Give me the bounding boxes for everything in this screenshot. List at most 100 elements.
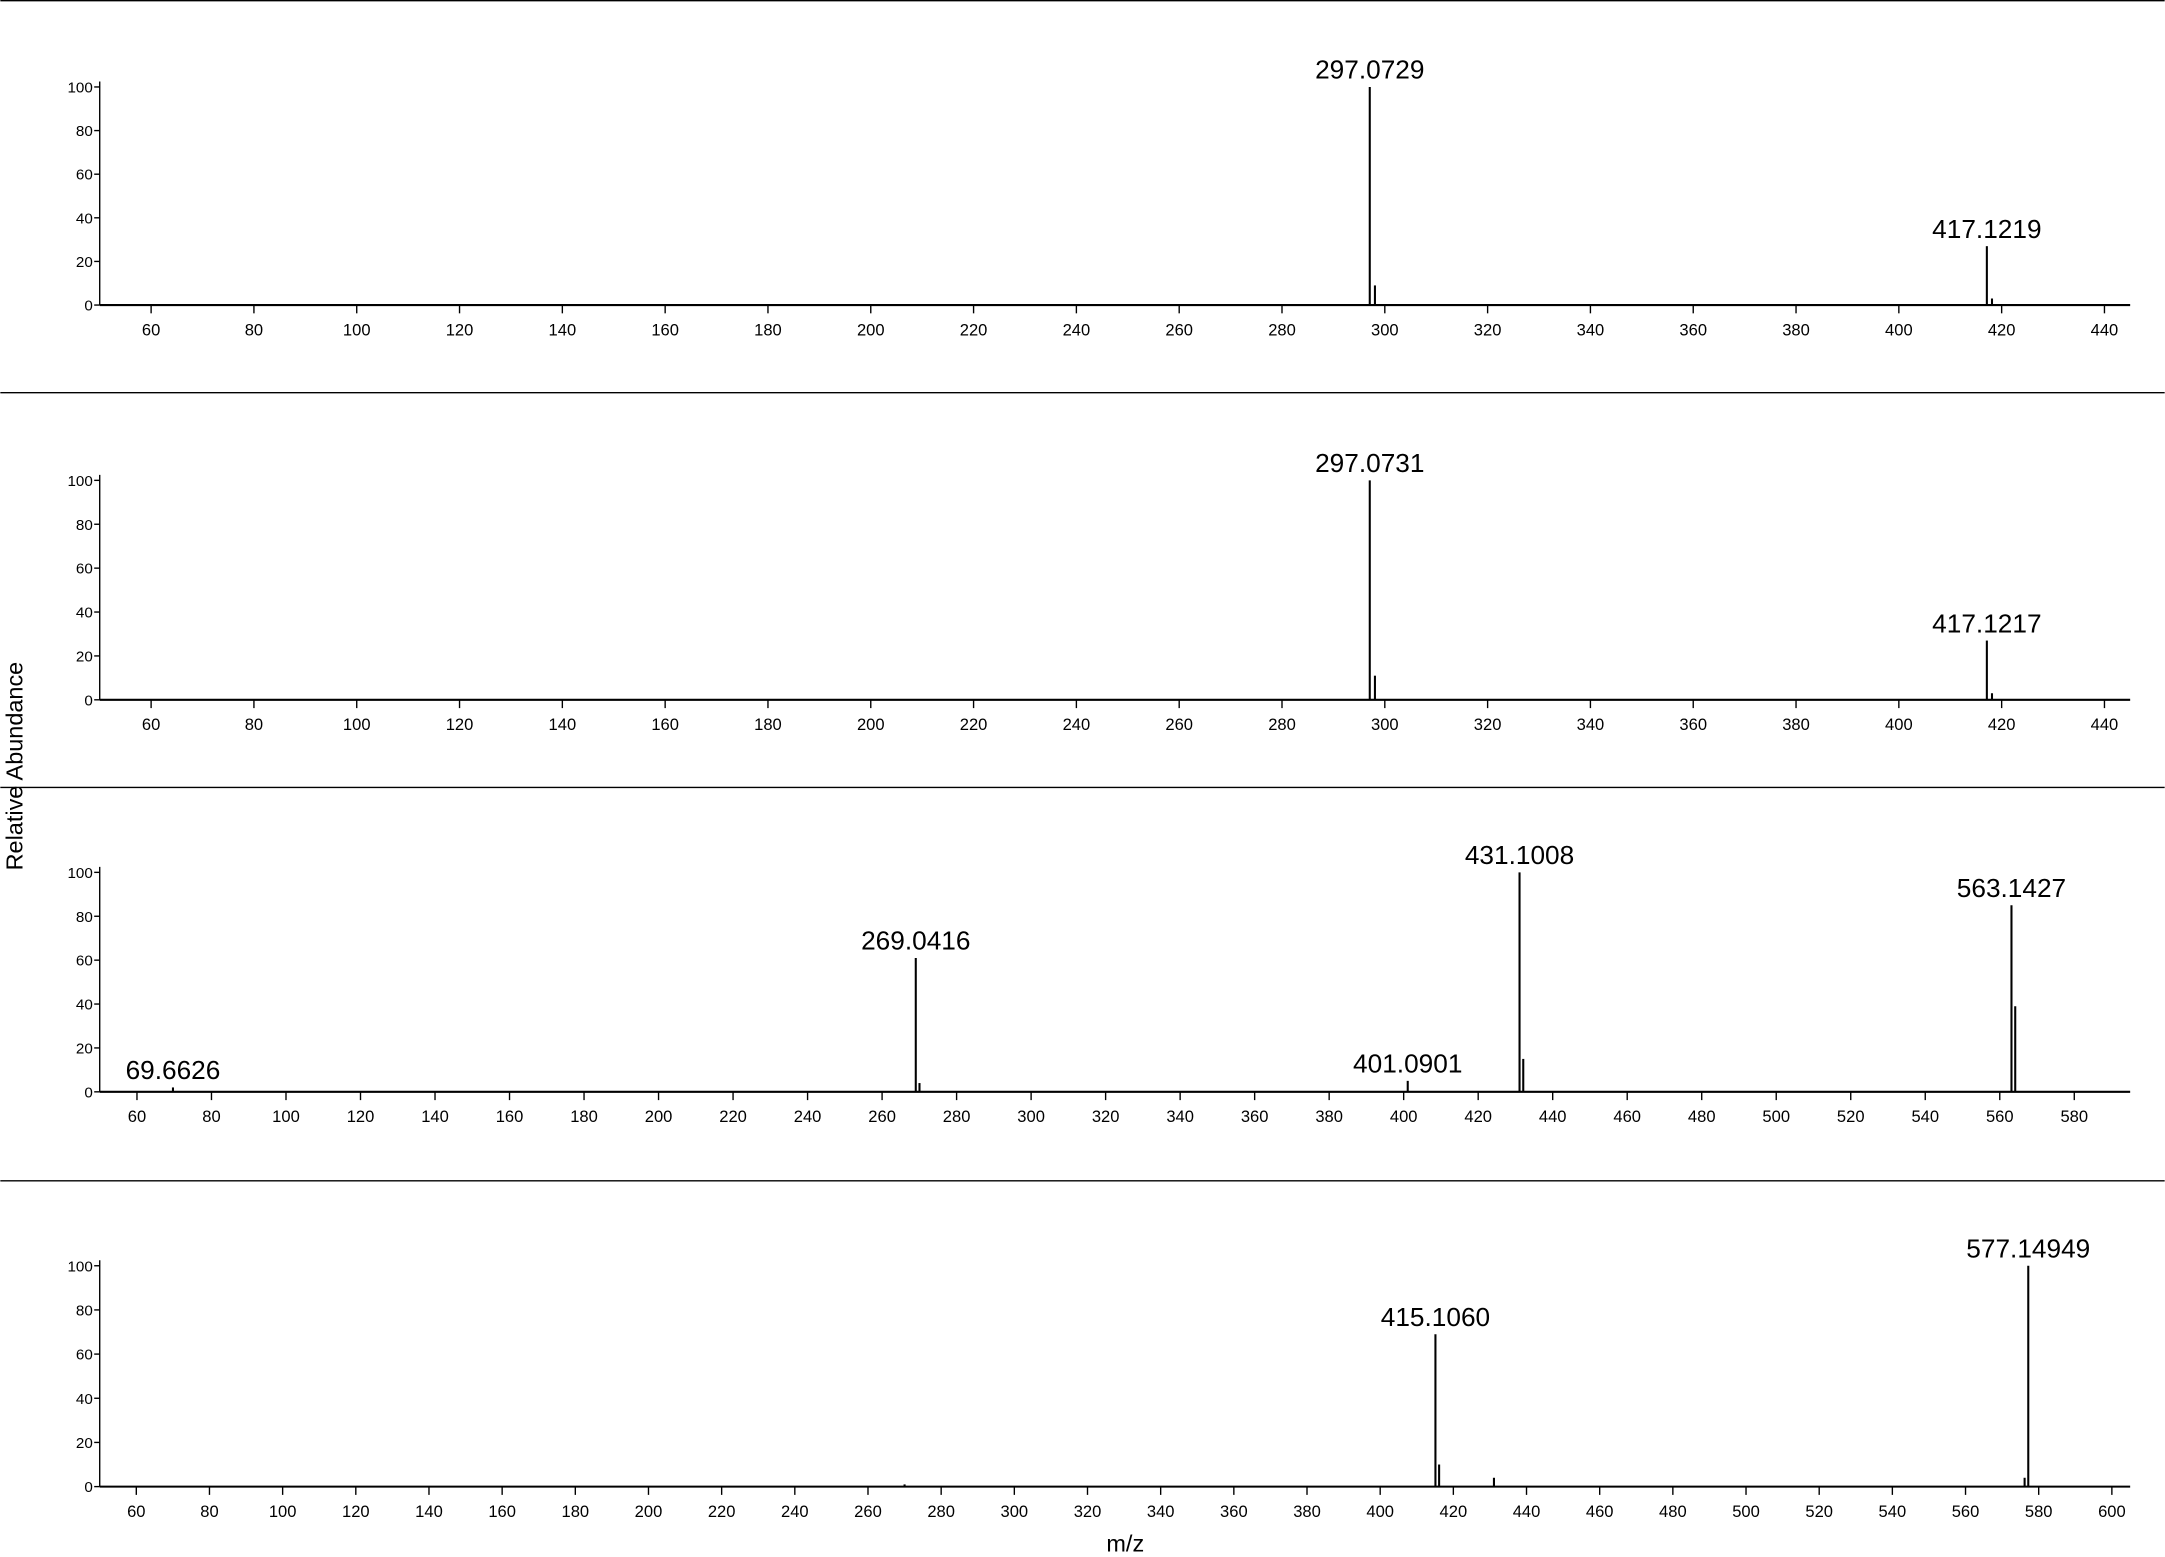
x-tick-label: 400 [1885, 715, 1913, 734]
x-tick-label: 440 [1513, 1502, 1541, 1521]
y-tick-label: 0 [84, 1479, 92, 1496]
x-tick-label: 180 [754, 715, 782, 734]
x-tick-label: 300 [1371, 715, 1399, 734]
x-tick-label: 440 [1539, 1107, 1567, 1126]
x-tick-label: 460 [1613, 1107, 1641, 1126]
x-tick-label: 540 [1911, 1107, 1939, 1126]
x-tick-label: 340 [1166, 1107, 1194, 1126]
y-tick-label: 60 [76, 167, 93, 184]
peak-label: 297.0731 [1315, 448, 1424, 478]
x-tick-label: 220 [708, 1502, 736, 1521]
y-tick-label: 100 [67, 865, 92, 882]
y-tick-label: 40 [76, 997, 93, 1014]
x-tick-label: 320 [1474, 715, 1502, 734]
x-tick-label: 80 [245, 715, 263, 734]
x-tick-label: 200 [645, 1107, 673, 1126]
x-tick-label: 240 [794, 1107, 822, 1126]
x-tick-label: 60 [127, 1502, 145, 1521]
x-tick-label: 160 [651, 715, 679, 734]
x-tick-label: 540 [1879, 1502, 1907, 1521]
y-tick-label: 20 [76, 1435, 93, 1452]
x-tick-label: 260 [868, 1107, 896, 1126]
x-tick-label: 600 [2098, 1502, 2126, 1521]
x-tick-label: 100 [272, 1107, 300, 1126]
peak-label: 69.6626 [126, 1055, 221, 1085]
x-tick-label: 360 [1679, 715, 1707, 734]
peak-label: 417.1217 [1932, 608, 2041, 638]
x-tick-label: 120 [342, 1502, 370, 1521]
y-tick-label: 100 [67, 473, 92, 490]
y-tick-label: 80 [76, 517, 93, 534]
x-tick-label: 320 [1092, 1107, 1120, 1126]
x-tick-label: 560 [1952, 1502, 1980, 1521]
peak-label: 297.0729 [1315, 55, 1424, 85]
x-tick-label: 400 [1390, 1107, 1418, 1126]
x-tick-label: 500 [1732, 1502, 1760, 1521]
x-tick-label: 440 [2091, 715, 2119, 734]
x-tick-label: 580 [2060, 1107, 2088, 1126]
x-tick-label: 140 [415, 1502, 443, 1521]
x-tick-label: 400 [1366, 1502, 1394, 1521]
x-tick-label: 180 [754, 320, 782, 339]
peak-label: 269.0416 [861, 926, 970, 956]
y-tick-label: 0 [84, 298, 92, 315]
y-tick-label: 20 [76, 648, 93, 665]
x-tick-label: 100 [269, 1502, 297, 1521]
x-tick-label: 160 [496, 1107, 524, 1126]
x-tick-label: 220 [719, 1107, 747, 1126]
x-tick-label: 420 [1440, 1502, 1468, 1521]
y-tick-label: 100 [67, 1258, 92, 1275]
x-tick-label: 280 [1268, 715, 1296, 734]
x-tick-label: 160 [488, 1502, 516, 1521]
x-tick-label: 220 [960, 715, 988, 734]
x-tick-label: 140 [421, 1107, 449, 1126]
x-tick-label: 100 [343, 320, 371, 339]
x-tick-label: 260 [1165, 715, 1193, 734]
x-tick-label: 260 [854, 1502, 882, 1521]
x-tick-label: 420 [1988, 715, 2016, 734]
y-tick-label: 80 [76, 1302, 93, 1319]
peak-label: 417.1219 [1932, 214, 2041, 244]
x-tick-label: 300 [1371, 320, 1399, 339]
y-tick-label: 0 [84, 692, 92, 709]
x-tick-label: 380 [1782, 320, 1810, 339]
x-tick-label: 320 [1474, 320, 1502, 339]
x-tick-label: 60 [142, 320, 160, 339]
y-tick-label: 60 [76, 561, 93, 578]
y-tick-label: 20 [76, 254, 93, 271]
x-tick-label: 340 [1577, 715, 1605, 734]
x-tick-label: 200 [635, 1502, 663, 1521]
y-tick-label: 80 [76, 909, 93, 926]
y-tick-label: 100 [67, 79, 92, 96]
x-tick-label: 360 [1679, 320, 1707, 339]
x-tick-label: 60 [142, 715, 160, 734]
x-tick-label: 300 [1001, 1502, 1029, 1521]
x-tick-label: 120 [347, 1107, 375, 1126]
x-tick-label: 500 [1762, 1107, 1790, 1126]
y-tick-label: 80 [76, 123, 93, 140]
x-tick-label: 180 [570, 1107, 598, 1126]
y-tick-label: 60 [76, 1347, 93, 1364]
x-tick-label: 380 [1315, 1107, 1343, 1126]
peak-label: 431.1008 [1465, 840, 1574, 870]
x-tick-label: 520 [1805, 1502, 1833, 1521]
x-tick-label: 580 [2025, 1502, 2053, 1521]
x-tick-label: 380 [1293, 1502, 1321, 1521]
x-tick-label: 120 [446, 715, 474, 734]
x-tick-label: 340 [1577, 320, 1605, 339]
peak-label: 415.1060 [1381, 1302, 1490, 1332]
x-tick-label: 140 [549, 320, 577, 339]
x-tick-label: 240 [1063, 320, 1091, 339]
x-tick-label: 200 [857, 320, 885, 339]
x-tick-label: 240 [781, 1502, 809, 1521]
x-tick-label: 80 [202, 1107, 220, 1126]
x-tick-label: 440 [2091, 320, 2119, 339]
x-tick-label: 160 [651, 320, 679, 339]
y-tick-label: 20 [76, 1040, 93, 1057]
peak-label: 401.0901 [1353, 1049, 1462, 1079]
x-tick-label: 360 [1241, 1107, 1269, 1126]
x-tick-label: 220 [960, 320, 988, 339]
x-tick-label: 280 [927, 1502, 955, 1521]
